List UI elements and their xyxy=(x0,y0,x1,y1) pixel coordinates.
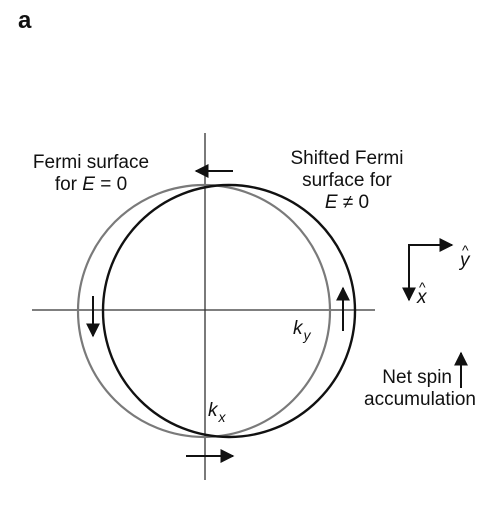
kx-var: k xyxy=(208,400,218,421)
shifted-line3: E ≠ 0 xyxy=(272,192,422,214)
shifted-fermi-circle xyxy=(101,183,357,439)
shifted-var: E xyxy=(324,192,338,213)
fermi-surface-line1: Fermi surface xyxy=(32,152,150,173)
net-spin-line1: Net spin xyxy=(382,367,452,388)
fermi-surface-label: Fermi surface for E = 0 xyxy=(18,152,164,196)
y-hat-symbol: y xyxy=(460,239,470,272)
kx-label: kx xyxy=(208,400,226,425)
ky-sub: y xyxy=(303,327,311,343)
fermi-surface-eq: = 0 xyxy=(94,174,128,195)
fermi-surface-for: for xyxy=(54,174,83,195)
fermi-surface-line2: for E = 0 xyxy=(18,174,164,196)
x-hat-symbol: x xyxy=(417,276,427,309)
equilibrium-fermi-circle xyxy=(76,183,332,439)
shifted-line1: Shifted Fermi xyxy=(290,148,404,169)
net-spin-label: Net spin accumulation xyxy=(330,367,476,411)
shifted-line2: surface for xyxy=(302,170,392,191)
ky-label: ky xyxy=(293,318,311,343)
x-hat-label: x xyxy=(417,276,427,309)
kx-sub: x xyxy=(218,409,226,425)
y-hat-label: y xyxy=(460,239,470,272)
net-spin-line2: accumulation xyxy=(364,389,476,410)
ky-var: k xyxy=(293,318,303,339)
panel-label: a xyxy=(18,7,32,34)
fermi-surface-var: E xyxy=(82,174,95,195)
shifted-fermi-label: Shifted Fermi surface for E ≠ 0 xyxy=(272,148,422,214)
shifted-neq: ≠ 0 xyxy=(337,192,370,213)
